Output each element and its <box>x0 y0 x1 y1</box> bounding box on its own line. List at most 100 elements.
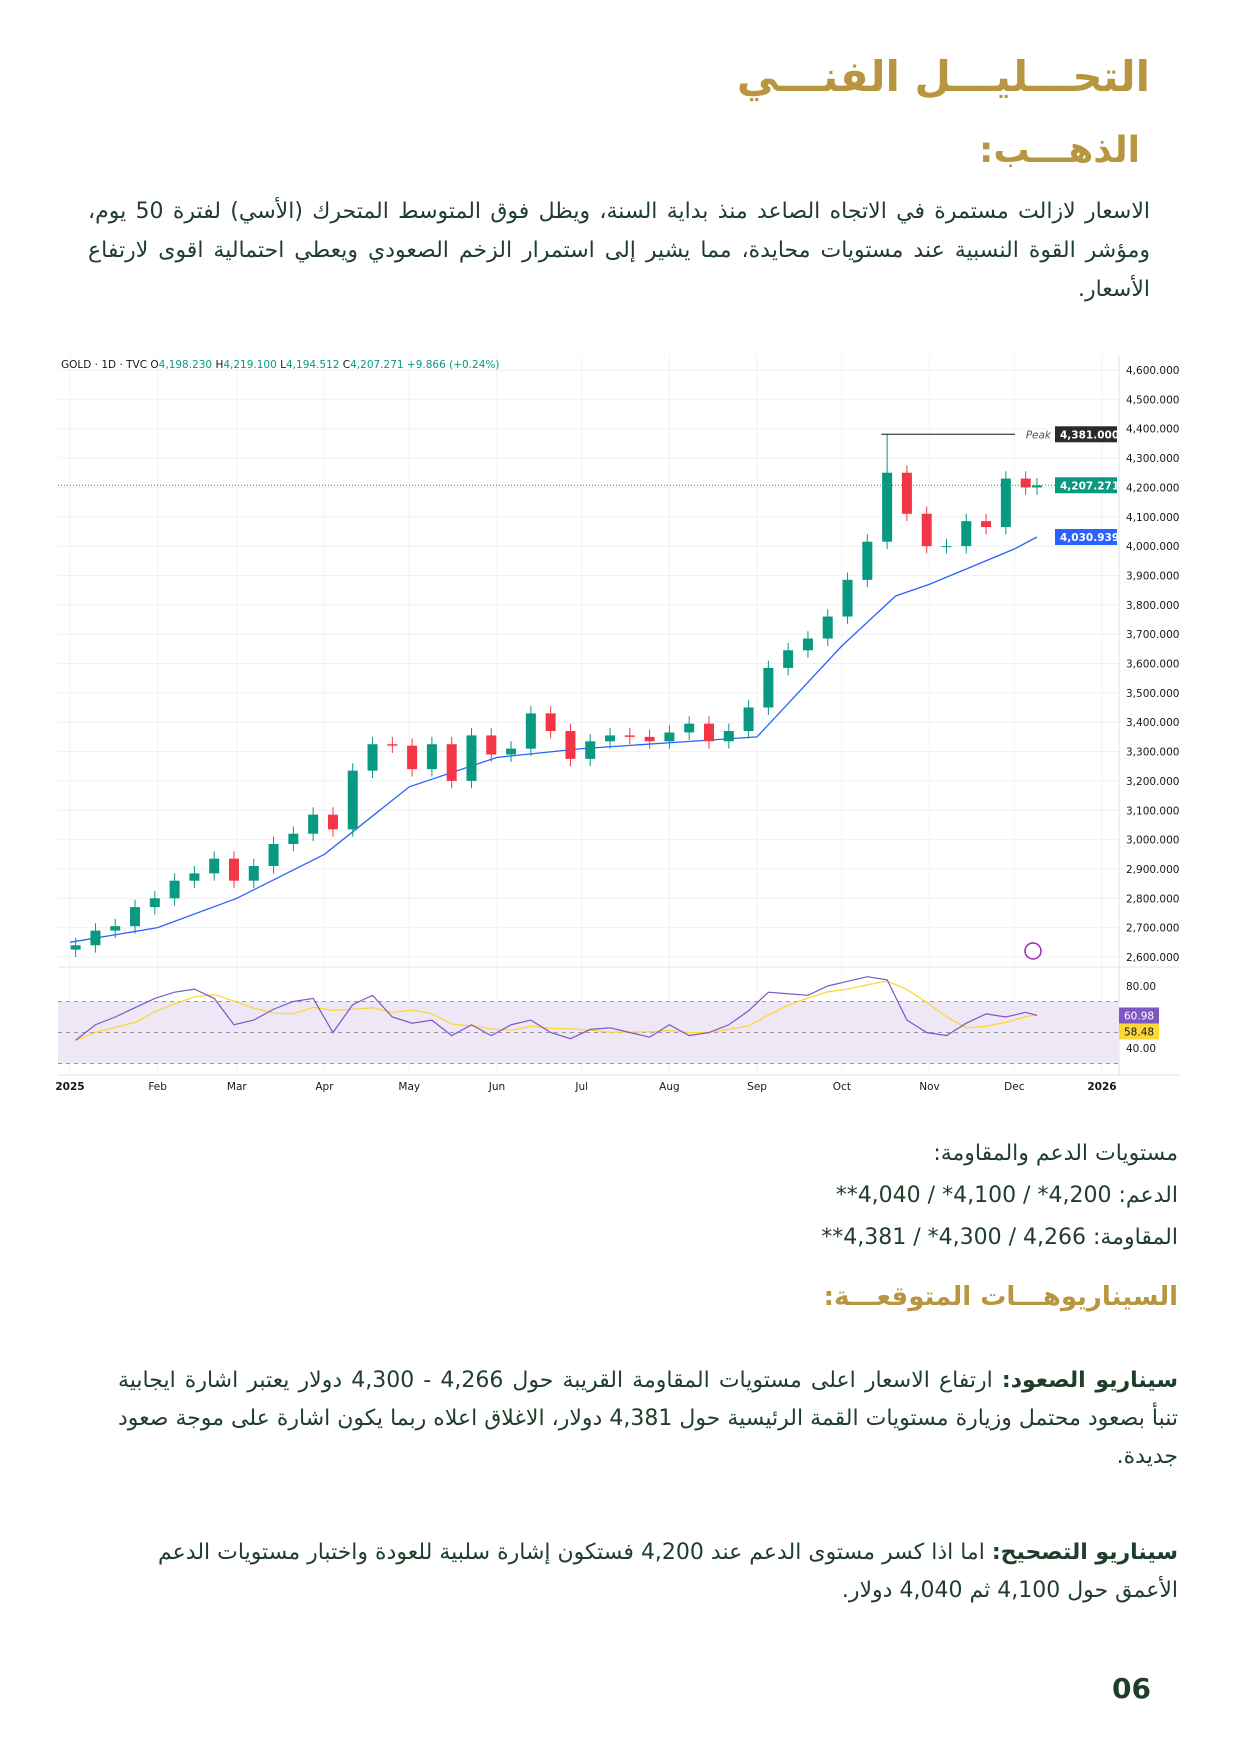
bullish-scenario: سيناريو الصعود: ارتفاع الاسعار اعلى مستو… <box>118 1362 1178 1476</box>
candle-body <box>426 744 437 770</box>
page-title: التحـــليـــل الفنـــي <box>736 52 1150 101</box>
price-tick-label: 4,600.000 <box>1126 365 1179 377</box>
intro-paragraph: الاسعار لازالت مستمرة في الاتجاه الصاعد … <box>88 199 1150 302</box>
x-tick-label: Feb <box>148 1081 167 1093</box>
candle-body <box>248 866 259 881</box>
candle-body <box>209 858 220 874</box>
candle-body <box>1000 478 1011 528</box>
candle-body <box>110 926 121 931</box>
header-value: 4,198.230 <box>159 359 216 371</box>
candle-body <box>189 873 200 881</box>
ema-price-text: 4,030.939 <box>1060 532 1119 544</box>
x-tick-label: May <box>398 1081 420 1093</box>
candle-body <box>763 667 774 708</box>
price-tick-label: 4,300.000 <box>1126 453 1179 465</box>
header-value: 4,207.271 <box>350 359 407 371</box>
header-value: C <box>343 359 350 371</box>
candle-body <box>783 650 794 668</box>
header-value: 4,194.512 <box>286 359 343 371</box>
candle-body <box>842 579 853 617</box>
price-tick-label: 4,100.000 <box>1126 512 1179 524</box>
candle-body <box>347 770 358 830</box>
x-tick-label: Dec <box>1004 1081 1025 1093</box>
price-tick-label: 2,700.000 <box>1126 923 1179 935</box>
candle-body <box>664 732 675 742</box>
candle-body <box>268 844 279 867</box>
peak-price-badge <box>1055 426 1117 443</box>
candle-body <box>1031 485 1042 488</box>
candle-body <box>703 723 714 742</box>
bullish-text: ارتفاع الاسعار اعلى مستويات المقاومة الق… <box>118 1368 1178 1469</box>
lightning-icon <box>1024 942 1042 960</box>
page-number: 06 <box>1112 1672 1151 1705</box>
candle-body <box>802 638 813 651</box>
candle-body <box>624 735 635 737</box>
x-tick-label: 2026 <box>1087 1081 1116 1093</box>
x-tick-label: Sep <box>747 1081 767 1093</box>
ema-50-line <box>69 536 1038 943</box>
candle-body <box>545 713 556 732</box>
levels-heading: مستويات الدعم والمقاومة: <box>933 1141 1178 1166</box>
candle-body <box>228 858 239 881</box>
rsi-ma-text: 58.48 <box>1124 1026 1154 1038</box>
candle-body <box>130 907 141 927</box>
candle-body <box>743 707 754 732</box>
candle-body <box>506 748 517 755</box>
chart-header: GOLD · 1D · TVC O4,198.230 H4,219.100 L4… <box>61 359 499 371</box>
peak-label: Peak <box>1026 429 1052 441</box>
price-tick-label: 2,600.000 <box>1126 952 1179 964</box>
x-tick-label: Jun <box>488 1081 505 1093</box>
candle-body <box>961 521 972 547</box>
candle-body <box>565 731 576 759</box>
x-tick-label: Aug <box>659 1081 680 1093</box>
candle-body <box>149 898 160 908</box>
header-value: O <box>150 359 158 371</box>
rsi-ma-badge <box>1119 1023 1159 1040</box>
rsi-tick-label: 40.00 <box>1126 1043 1156 1055</box>
candle-body <box>981 521 992 528</box>
candle-body <box>407 745 418 770</box>
candle-body <box>723 731 734 742</box>
price-tick-label: 4,000.000 <box>1126 541 1179 553</box>
candle-body <box>822 616 833 639</box>
rsi-tick-label: 80.00 <box>1126 981 1156 993</box>
rsi-line <box>75 976 1038 1041</box>
price-tick-label: 3,900.000 <box>1126 570 1179 582</box>
candle-body <box>941 546 952 548</box>
price-tick-label: 3,200.000 <box>1126 776 1179 788</box>
candle-body <box>387 744 398 746</box>
x-tick-label: Nov <box>919 1081 940 1093</box>
levels-block: مستويات الدعم والمقاومة: الدعم: 4,200* /… <box>821 1133 1178 1259</box>
scenarios-heading: السيناريوهـــات المتوقعـــة: <box>823 1282 1178 1312</box>
last-price-text: 4,207.271 <box>1060 480 1119 492</box>
price-tick-label: 3,500.000 <box>1126 688 1179 700</box>
candle-body <box>862 541 873 580</box>
price-tick-label: 3,300.000 <box>1126 747 1179 759</box>
candle-body <box>90 930 101 946</box>
candle-body <box>466 735 477 781</box>
x-tick-label: Oct <box>833 1081 851 1093</box>
rsi-last-badge <box>1119 1007 1159 1024</box>
x-tick-label: Mar <box>227 1081 247 1093</box>
x-tick-label: Apr <box>315 1081 334 1093</box>
price-tick-label: 3,800.000 <box>1126 600 1179 612</box>
candle-body <box>446 744 457 781</box>
candle-body <box>525 713 536 749</box>
price-tick-label: 4,500.000 <box>1126 394 1179 406</box>
candle-body <box>308 814 319 834</box>
candle-body <box>901 472 912 514</box>
last-price-badge <box>1055 477 1117 494</box>
candle-body <box>367 744 378 771</box>
candle-body <box>882 472 893 542</box>
support-levels: الدعم: 4,200* / 4,100* / 4,040** <box>835 1183 1178 1208</box>
gold-price-chart: 2025 Feb Mar Apr May Jun Jul Aug Sep Oct Nov Dec 202… <box>55 355 1179 1093</box>
price-tick-label: 3,700.000 <box>1126 629 1179 641</box>
header-value: L <box>280 359 286 371</box>
candle-body <box>921 513 932 547</box>
candle-body <box>605 735 616 742</box>
candle-body <box>70 945 81 950</box>
candle-body <box>486 735 497 755</box>
resistance-levels: المقاومة: 4,266 / 4,300* / 4,381** <box>821 1225 1178 1250</box>
header-value: GOLD · 1D · TVC <box>61 359 150 371</box>
correction-scenario: سيناريو التصحيح: اما اذا كسر مستوى الدعم… <box>118 1534 1178 1610</box>
